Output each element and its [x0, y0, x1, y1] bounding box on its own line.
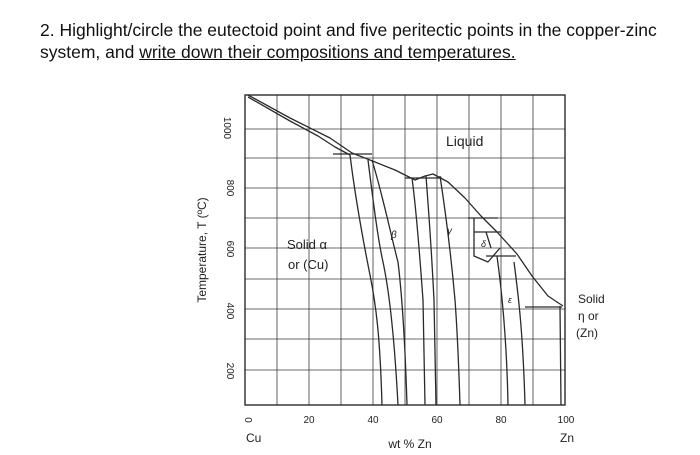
delta-boundary [473, 218, 501, 263]
cu-end-label: Cu [246, 431, 261, 445]
x-tick-label: 0 [242, 417, 253, 423]
x-tick-label: 20 [303, 415, 315, 426]
phase-boundaries [247, 94, 564, 406]
beta-right-boundary [371, 159, 408, 406]
eta-label-line2: η or [578, 309, 599, 323]
y-axis-label: Temperature, T (ºC) [195, 197, 209, 302]
delta-label: δ [481, 239, 487, 249]
x-tick-label: 80 [495, 415, 507, 426]
x-axis-label: wt % Zn [387, 437, 431, 451]
plot-frame [244, 94, 566, 406]
alpha-solvus-curve [349, 154, 383, 406]
question-underlined: write down their compositions and temper… [139, 42, 516, 62]
x-axis: 0 20 40 60 80 100 [242, 415, 575, 426]
y-tick-label: 200 [224, 363, 235, 380]
y-tick-label: 600 [224, 241, 235, 258]
liquid-label: Liquid [446, 133, 483, 149]
question-text: 2. Highlight/circle the eutectoid point … [40, 19, 690, 63]
beta-gamma-boundary-2 [425, 175, 437, 406]
alpha-label-line1: Solid α [287, 237, 328, 252]
epsilon-left-boundary [496, 255, 509, 406]
liquidus-curve [247, 94, 564, 307]
isotherms [333, 153, 562, 308]
epsilon-label: ε [508, 295, 513, 305]
alpha-label-line2: or (Cu) [288, 257, 328, 272]
beta-left-boundary [367, 159, 399, 406]
x-tick-label: 40 [367, 415, 379, 426]
alpha-solidus-curve [247, 96, 351, 156]
y-axis: 1000 800 600 400 200 [221, 117, 235, 380]
y-tick-label: 400 [224, 303, 235, 320]
eta-boundary [559, 305, 562, 406]
beta-label: β [390, 230, 397, 241]
x-tick-label: 60 [431, 415, 443, 426]
gamma-label: γ [447, 226, 453, 237]
gamma-right-boundary [439, 175, 461, 406]
x-tick-label: 100 [558, 415, 575, 426]
question-prefix: 2. Highlight/circle the eutectoid point … [40, 20, 657, 62]
eta-label-line3: (Zn) [576, 326, 598, 340]
y-tick-label: 800 [224, 180, 235, 197]
zn-end-label: Zn [560, 431, 574, 445]
delta-upper-line [485, 231, 492, 249]
beta-gamma-boundary-1 [411, 177, 426, 406]
y-tick-label: 1000 [221, 117, 232, 140]
epsilon-right-boundary [513, 261, 526, 406]
phase-labels: Liquid Solid α or (Cu) β γ δ ε Solid η o… [287, 133, 605, 340]
eta-label-line1: Solid [578, 292, 605, 306]
grid [245, 95, 565, 405]
